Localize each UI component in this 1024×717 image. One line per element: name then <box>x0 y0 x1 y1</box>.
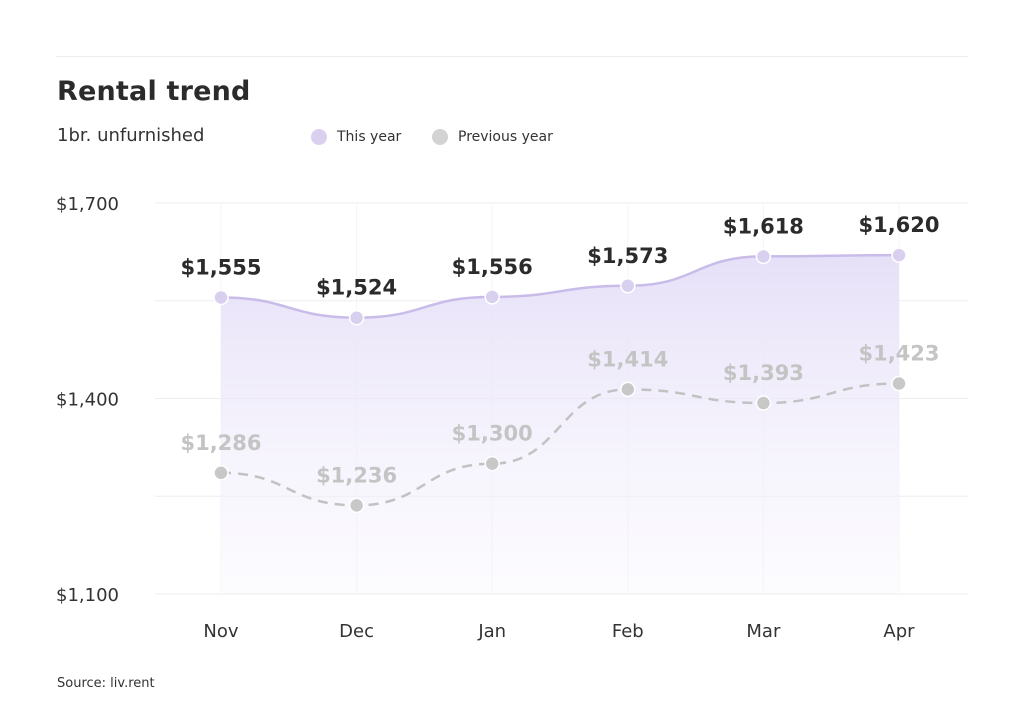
x-tick-label: Nov <box>203 621 238 642</box>
chart-subtitle: 1br. unfurnished <box>57 125 205 146</box>
legend-dot-this-year <box>311 129 327 145</box>
this-year-point <box>213 289 229 306</box>
previous-year-data-label: $1,414 <box>587 347 668 371</box>
previous-year-line <box>220 382 900 507</box>
this-year-data-label: $1,524 <box>316 276 397 300</box>
this-year-point <box>484 289 500 305</box>
previous-year-data-label: $1,300 <box>452 422 533 446</box>
y-tick-label: $1,100 <box>56 585 119 606</box>
legend-item-this-year: This year <box>311 127 401 147</box>
legend-label-previous-year: Previous year <box>458 129 553 145</box>
previous-year-point <box>755 395 772 411</box>
x-tick-label: Dec <box>339 621 374 642</box>
this-year-point <box>891 247 907 263</box>
previous-year-data-label: $1,236 <box>316 463 397 487</box>
this-year-data-label: $1,618 <box>723 214 804 238</box>
this-year-point <box>348 309 365 326</box>
top-divider <box>56 56 968 57</box>
previous-year-point <box>213 465 229 481</box>
this-year-data-label: $1,620 <box>858 213 939 237</box>
x-tick-label: Jan <box>477 621 506 642</box>
this-year-line <box>220 253 900 319</box>
this-year-data-label: $1,556 <box>452 255 533 279</box>
y-tick-label: $1,400 <box>56 390 119 411</box>
previous-year-point <box>484 455 500 472</box>
legend-item-previous-year: Previous year <box>432 127 553 147</box>
chart-title: Rental trend <box>57 76 251 107</box>
previous-year-point <box>620 381 636 398</box>
legend-dot-previous-year <box>432 129 448 145</box>
y-tick-label: $1,700 <box>56 194 119 215</box>
previous-year-point <box>348 497 365 514</box>
source-note: Source: liv.rent <box>57 676 155 691</box>
previous-year-data-label: $1,393 <box>723 361 804 385</box>
previous-year-data-label: $1,286 <box>180 431 261 455</box>
this-year-area <box>221 255 899 594</box>
x-tick-label: Mar <box>746 621 781 642</box>
this-year-data-label: $1,555 <box>180 255 261 279</box>
legend-label-this-year: This year <box>337 129 402 145</box>
x-tick-label: Apr <box>883 621 915 642</box>
this-year-point <box>755 248 772 265</box>
this-year-point <box>620 278 636 294</box>
previous-year-point <box>891 375 907 392</box>
previous-year-data-label: $1,423 <box>858 342 939 366</box>
x-tick-label: Feb <box>612 621 644 642</box>
this-year-data-label: $1,573 <box>587 244 668 268</box>
